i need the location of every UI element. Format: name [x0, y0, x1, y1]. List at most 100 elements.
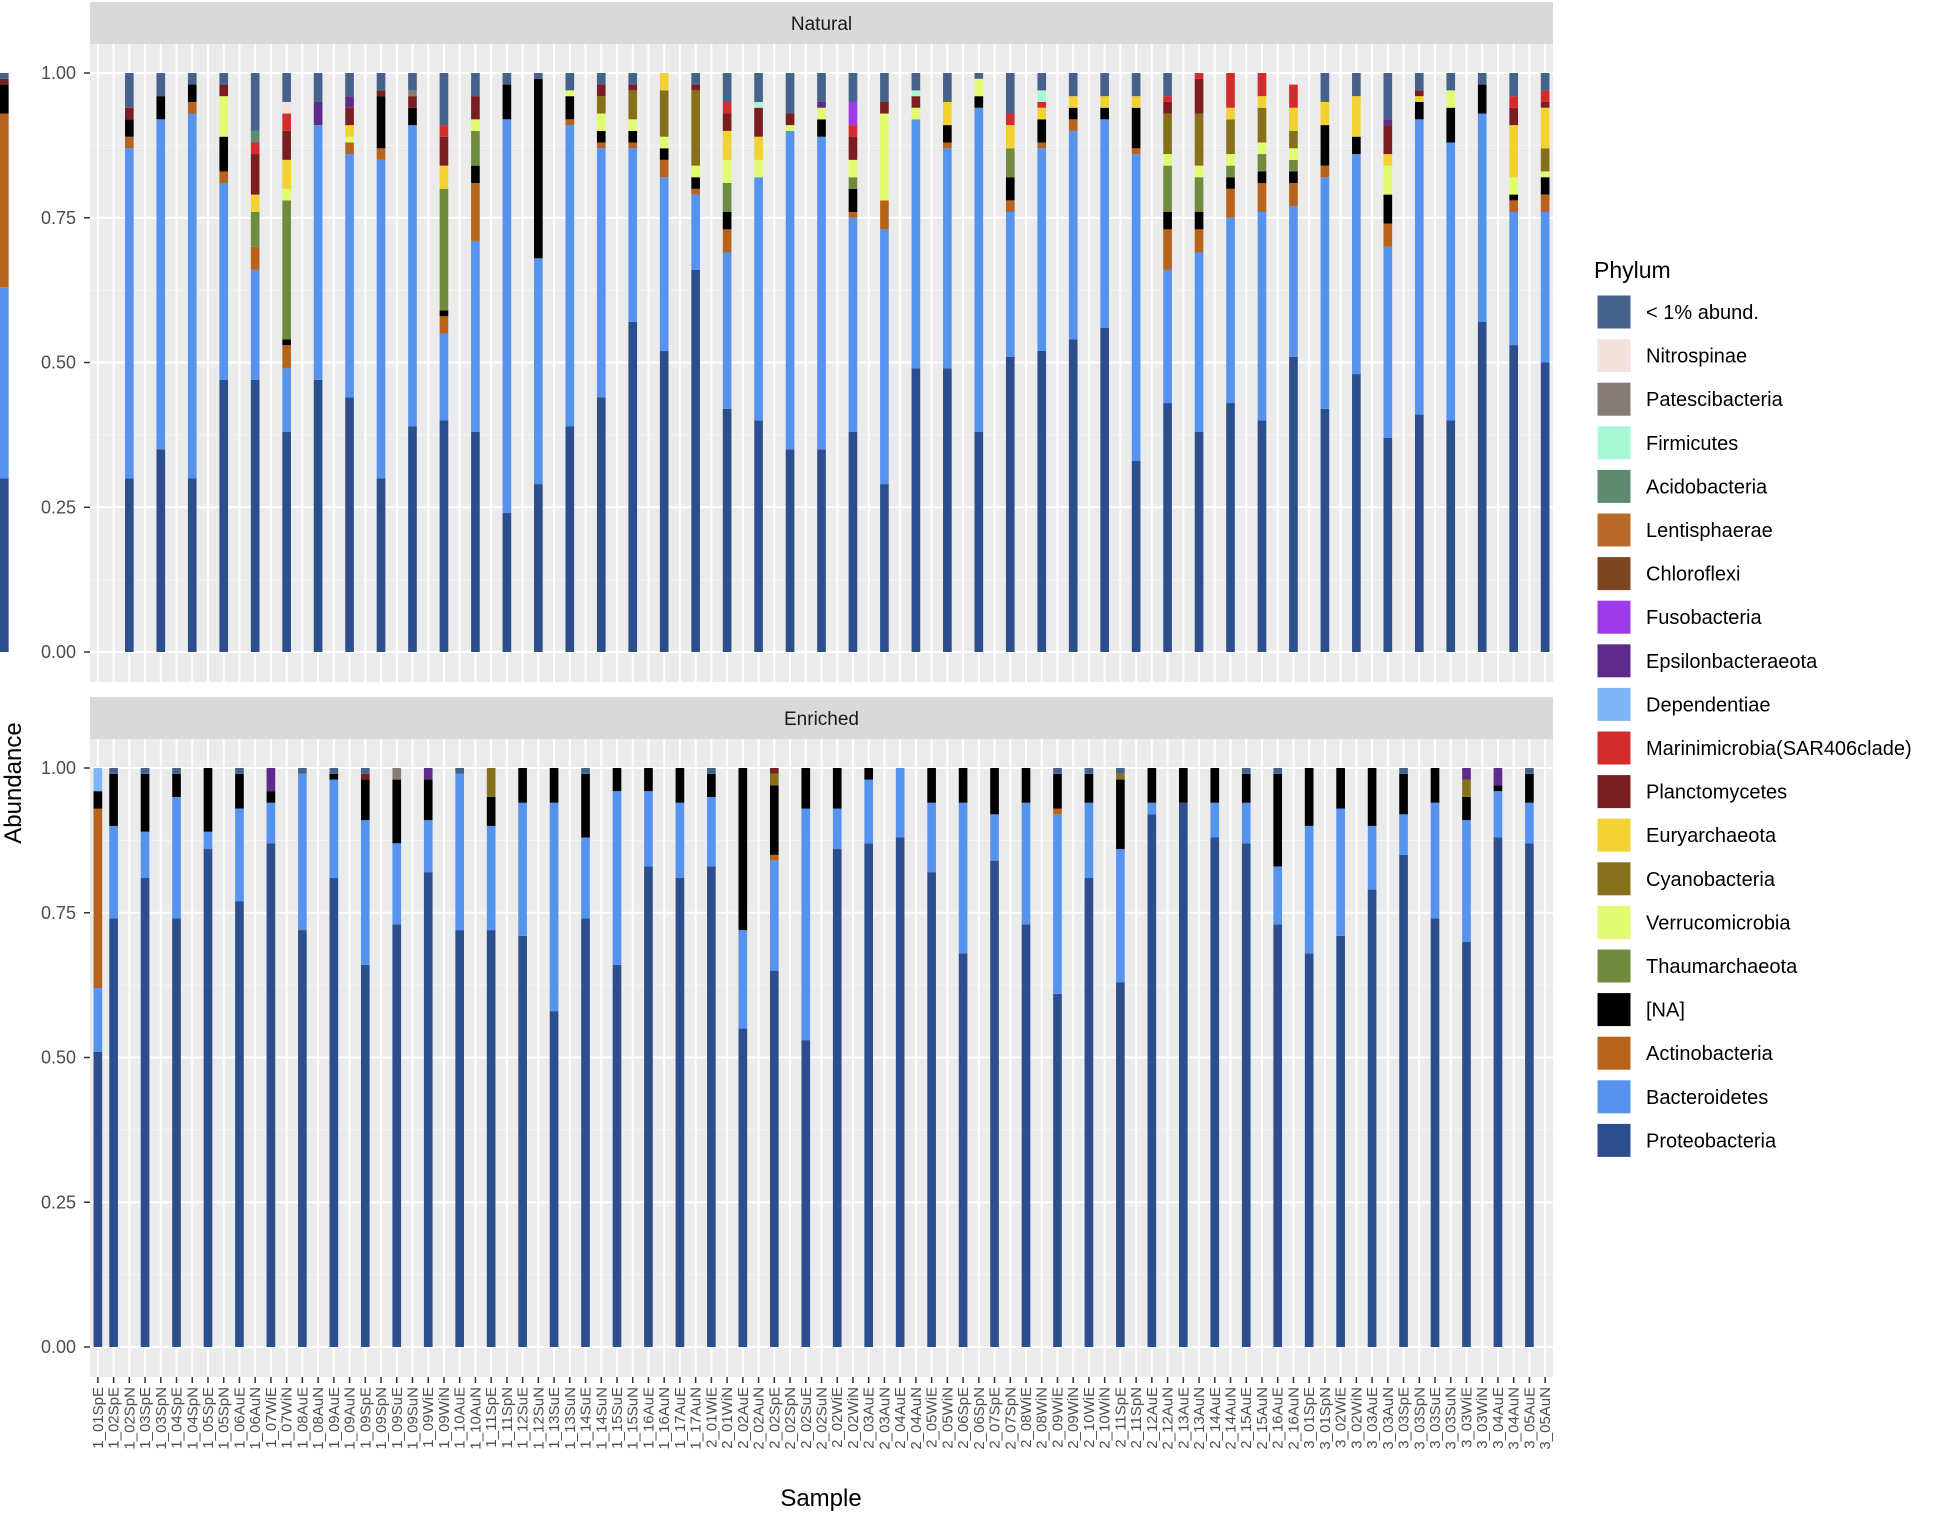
bar-2_01WiN [722, 73, 732, 652]
bar-segment [156, 449, 166, 652]
bar-segment [565, 426, 575, 652]
bar-segment [1084, 878, 1094, 1347]
bar-segment [1068, 73, 1078, 97]
bar-segment [1194, 177, 1204, 212]
bar-segment [109, 918, 118, 1347]
bar-segment [1414, 73, 1424, 91]
bar-segment [486, 768, 496, 797]
bar-segment [659, 159, 669, 178]
x-tick-label: 2_12AuE [1144, 1387, 1161, 1449]
bar-segment [203, 831, 213, 850]
bar-segment [1414, 119, 1424, 415]
legend-swatch [1596, 512, 1632, 548]
bar-segment [722, 113, 732, 131]
bar-2_08WiE [1021, 768, 1031, 1347]
bar-segment [518, 768, 527, 803]
bar-segment [675, 878, 685, 1347]
legend-label: Fusobacteria [1646, 607, 1762, 629]
bar-segment [1446, 90, 1456, 108]
bar-1_05SpN [219, 73, 229, 652]
bar-segment [125, 478, 134, 652]
bar-segment [1257, 73, 1267, 97]
bar-segment [628, 84, 638, 91]
legend-swatch [1596, 1079, 1632, 1115]
bar-segment [1226, 403, 1235, 652]
bar-segment [612, 964, 622, 1347]
bar-segment [408, 90, 417, 97]
bar-segment [1163, 403, 1172, 652]
bar-segment [1194, 252, 1204, 432]
bar-segment [502, 73, 512, 85]
bar-segment [502, 84, 512, 120]
bar-segment [565, 96, 575, 120]
bar-segment [1383, 73, 1393, 120]
x-tick-label: 1_15SuN [625, 1387, 642, 1450]
bar-segment [1226, 119, 1235, 155]
bar-segment [1194, 229, 1204, 253]
bar-segment [832, 768, 842, 809]
bar-segment [282, 200, 291, 340]
bar-segment [313, 125, 323, 380]
bar-segment [785, 130, 795, 450]
bar-segment [1540, 194, 1550, 212]
bar-segment [455, 930, 465, 1347]
x-tick-label: 3_03SuN [1443, 1387, 1460, 1450]
legend-item: Actinobacteria [1596, 1035, 1774, 1071]
bar-1_10AuE [455, 768, 465, 1347]
bar-segment [219, 171, 229, 184]
bar-segment [376, 90, 386, 97]
x-tick-label: 2_09WiE [1049, 1387, 1066, 1448]
bar-segment [927, 802, 936, 873]
bar-2_12AuN [1163, 73, 1172, 652]
x-tick-label: 1_16AuE [640, 1387, 657, 1449]
bar-segment [1289, 107, 1298, 131]
bar-segment [864, 779, 874, 844]
x-tick-label: 1_10AuN [467, 1387, 484, 1450]
bar-segment [974, 73, 984, 79]
x-tick-label: 1_09AuE [326, 1387, 343, 1449]
x-tick-label: 1_08AuN [310, 1387, 327, 1450]
bar-segment [1540, 211, 1550, 363]
x-tick-label: 1_09SuE [389, 1387, 406, 1449]
legend-item: Proteobacteria [1596, 1122, 1777, 1158]
bar-segment [1320, 165, 1330, 178]
bar-segment [880, 484, 889, 652]
bar-segment [1273, 924, 1283, 1347]
bar-segment [360, 779, 370, 821]
x-tick-label: 1_05SpE [200, 1387, 217, 1449]
bar-segment [345, 136, 354, 143]
bar-segment [832, 849, 842, 1347]
x-tick-label: 2_07SpE [987, 1387, 1004, 1449]
bar-segment [298, 930, 307, 1347]
y-tick-label: 0.25 [41, 497, 76, 517]
bar-segment [628, 148, 638, 322]
bar-segment [1540, 177, 1550, 195]
bar-segment [691, 84, 700, 91]
bar-3_03SpE [1399, 768, 1408, 1347]
bar-segment [1352, 136, 1361, 155]
bar-segment [1116, 779, 1125, 850]
bar-segment [1289, 171, 1298, 184]
bar-segment [392, 768, 402, 780]
bar-segment [1493, 768, 1503, 786]
bar-segment [1194, 73, 1204, 79]
bar-2_14AuN [1226, 73, 1235, 652]
legend-item: Acidobacteria [1596, 468, 1768, 504]
x-tick-label: 1_11SpN [499, 1387, 516, 1448]
bar-1_03SpN [156, 73, 166, 652]
bar-segment [1005, 200, 1015, 212]
legend-swatch [1596, 425, 1632, 461]
bar-segment [754, 420, 763, 652]
bar-segment [549, 1011, 559, 1347]
bar-segment [817, 136, 826, 450]
bar-segment [848, 101, 858, 126]
bar-segment [911, 96, 921, 108]
bar-segment [1005, 211, 1015, 357]
bar-1_13SuN [565, 73, 575, 652]
bar-segment [1383, 223, 1393, 247]
bar-segment [628, 321, 638, 652]
bar-segment [1383, 165, 1393, 195]
bar-segment [125, 148, 134, 479]
bar-segment [754, 159, 763, 178]
bar-segment [1226, 188, 1235, 218]
